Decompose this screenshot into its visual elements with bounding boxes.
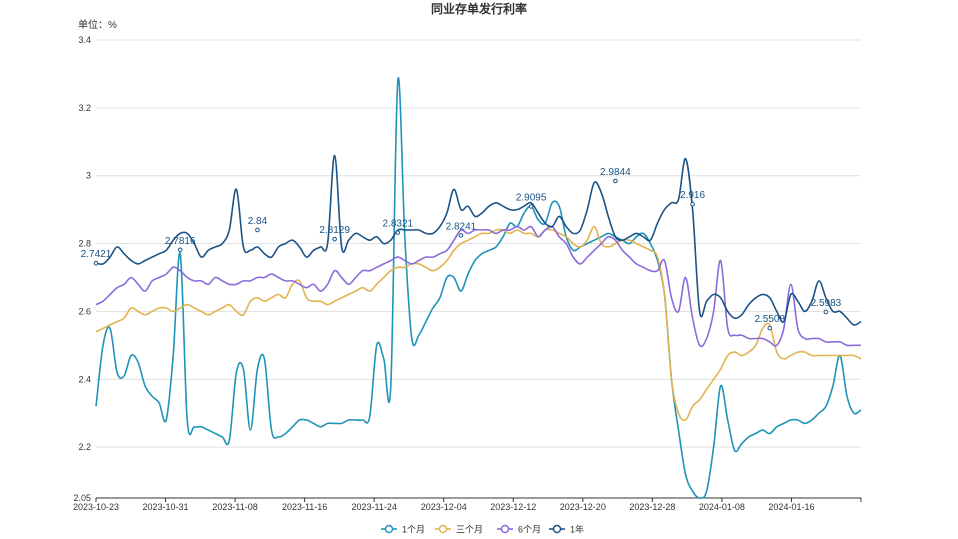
data-point xyxy=(93,260,99,266)
data-label: 2.9844 xyxy=(600,167,631,178)
x-tick-label: 2023-12-12 xyxy=(490,502,536,512)
x-tick-label: 2023-12-28 xyxy=(629,502,675,512)
series-line-1[interactable] xyxy=(95,225,862,422)
y-axis: 3.4 3.2 3 2.8 2.6 2.4 2.2 2.05 xyxy=(73,35,91,503)
data-point xyxy=(332,236,337,242)
legend[interactable]: 1个月 三个月 6个月 1年 xyxy=(381,524,584,535)
y-tick-label: 2.6 xyxy=(78,306,91,316)
x-tick-label: 2024-01-16 xyxy=(768,502,814,512)
data-point xyxy=(528,204,534,209)
legend-marker-icon xyxy=(438,524,448,534)
x-tick-label: 2023-10-23 xyxy=(73,502,119,512)
data-label: 2.5983 xyxy=(811,298,842,309)
legend-item[interactable]: 三个月 xyxy=(435,525,483,535)
y-tick-label: 2.4 xyxy=(78,374,91,384)
chart-title: 同业存单发行利率 xyxy=(431,1,527,16)
x-tick-label: 2023-10-31 xyxy=(143,502,189,512)
data-label: 2.84 xyxy=(248,216,268,227)
legend-label: 6个月 xyxy=(518,525,541,535)
series-line-2[interactable] xyxy=(95,225,861,348)
x-axis: 2023-10-23 2023-10-31 2023-11-08 2023-11-16… xyxy=(73,497,862,512)
gridlines xyxy=(96,39,861,499)
data-point xyxy=(767,325,773,331)
y-tick-label: 3.4 xyxy=(78,35,91,45)
x-tick-label: 2023-11-24 xyxy=(351,502,396,512)
y-tick-label: 2.8 xyxy=(78,239,91,249)
legend-item[interactable]: 6个月 xyxy=(497,525,541,535)
legend-label: 1个月 xyxy=(402,525,425,535)
y-tick-label: 3.2 xyxy=(78,103,91,113)
data-label: 2.7421 xyxy=(81,249,112,260)
y-tick-label: 3 xyxy=(86,171,91,181)
data-label: 2.8241 xyxy=(446,221,477,232)
series-line-3[interactable] xyxy=(95,154,862,326)
y-tick-label: 2.2 xyxy=(78,442,91,452)
data-label: 2.8321 xyxy=(382,219,413,230)
legend-marker-icon xyxy=(384,524,394,534)
data-label: 2.8129 xyxy=(319,225,350,236)
legend-label: 三个月 xyxy=(456,525,483,535)
data-label: 2.916 xyxy=(680,190,705,201)
series-lines xyxy=(95,77,862,499)
x-tick-label: 2023-12-04 xyxy=(421,502,467,512)
data-point xyxy=(690,201,695,207)
data-point xyxy=(613,178,618,184)
legend-item[interactable]: 1年 xyxy=(549,524,584,535)
x-tick-label: 2023-11-08 xyxy=(212,502,257,512)
data-point xyxy=(458,233,464,238)
y-tick-label: 2.05 xyxy=(73,493,91,503)
legend-marker-icon xyxy=(500,524,510,534)
legend-marker-icon xyxy=(552,524,562,534)
data-point xyxy=(255,227,260,233)
legend-item[interactable]: 1个月 xyxy=(381,525,425,535)
data-label: 2.9095 xyxy=(516,192,547,203)
x-tick-label: 2024-01-08 xyxy=(699,502,745,512)
data-point xyxy=(823,309,829,315)
data-labels: 2.7421 2.7816 2.84 2.8129 2.8321 2.8241 2.9095… xyxy=(81,167,842,331)
x-tick-label: 2023-12-20 xyxy=(560,502,606,512)
legend-label: 1年 xyxy=(570,524,584,535)
series-line-0[interactable] xyxy=(95,77,862,499)
data-point xyxy=(177,247,183,253)
data-label: 2.5508 xyxy=(754,314,785,325)
data-point xyxy=(395,230,401,235)
unit-label: 单位：% xyxy=(78,18,117,31)
data-label: 2.7816 xyxy=(165,236,196,247)
x-tick-label: 2023-11-16 xyxy=(282,502,327,512)
